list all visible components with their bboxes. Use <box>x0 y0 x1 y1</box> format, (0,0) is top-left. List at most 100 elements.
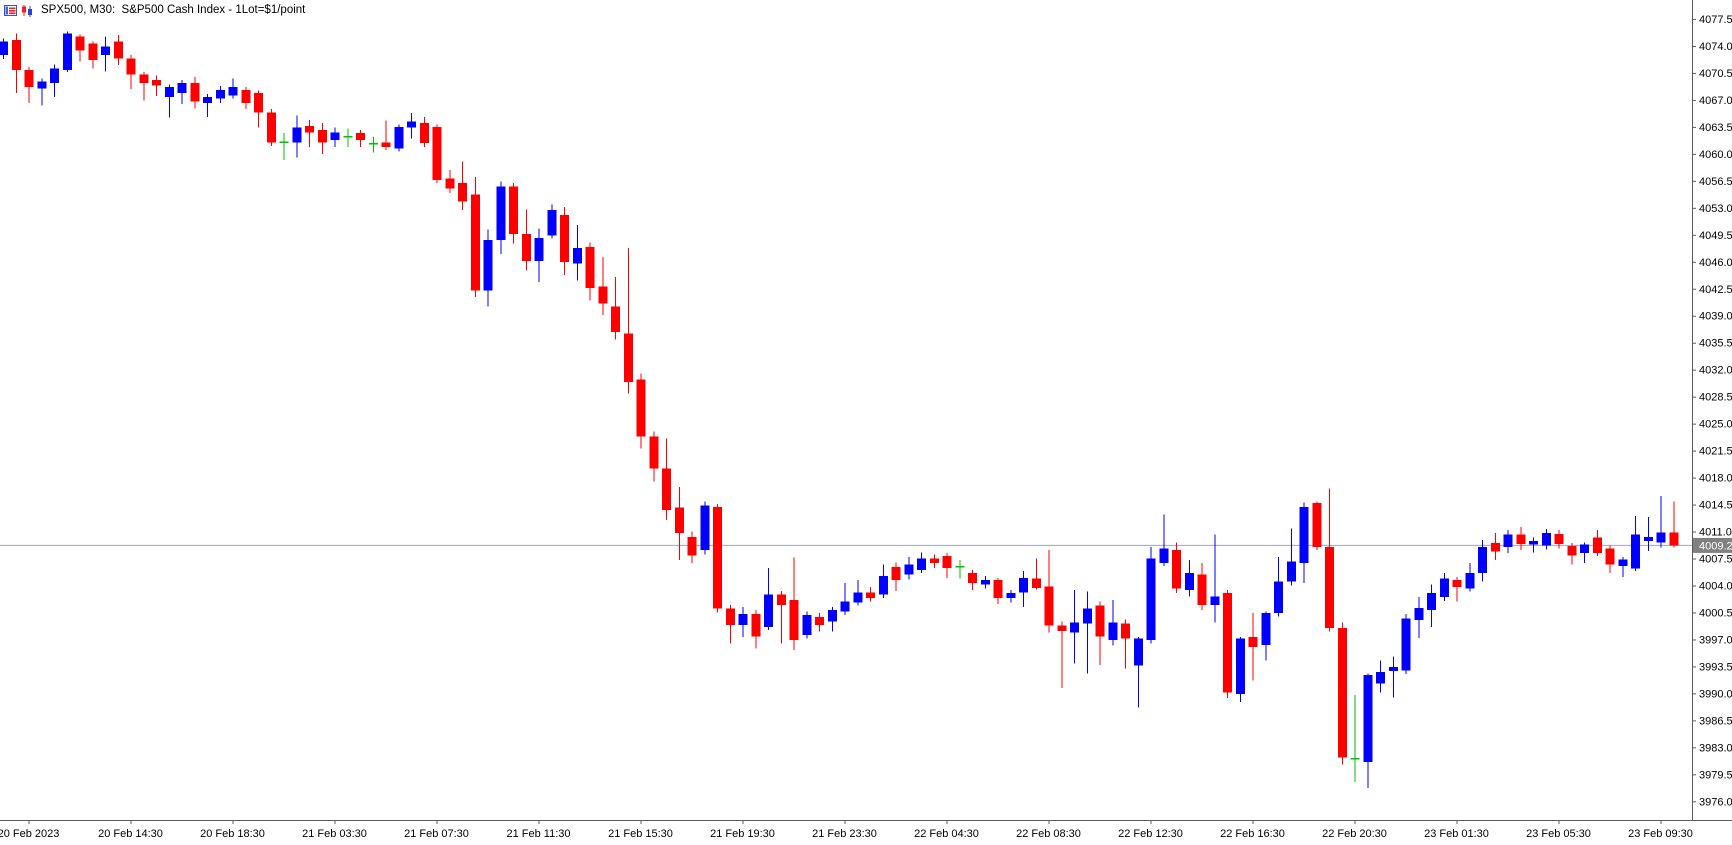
candle <box>1261 611 1271 661</box>
candle <box>1146 546 1156 644</box>
price-axis[interactable]: 4077.5 4074.0 4070.5 4067.0 4063.5 4060.0 4056… <box>1692 14 1732 808</box>
time-tick-label: 22 Feb 12:30 <box>1118 828 1183 840</box>
price-tick-label: 4053.0 <box>1699 203 1732 215</box>
candle <box>1248 613 1258 681</box>
price-tick-label: 4000.5 <box>1699 607 1732 619</box>
candle <box>62 31 72 73</box>
candle <box>317 123 327 154</box>
candle <box>1388 656 1398 698</box>
candle <box>917 552 926 574</box>
candle <box>432 124 442 184</box>
candle <box>534 228 544 282</box>
candle <box>955 560 965 579</box>
candle <box>840 583 850 615</box>
candle <box>1108 600 1118 646</box>
price-tick-label: 4028.5 <box>1699 392 1732 404</box>
candle <box>305 119 314 147</box>
price-tick-label: 4011.0 <box>1699 527 1732 539</box>
candle <box>11 33 21 93</box>
candle <box>1465 563 1475 592</box>
price-tick-label: 4032.0 <box>1699 365 1732 377</box>
candle <box>1643 516 1653 551</box>
chart-header: SPX500, M30: S&P500 Cash Index - 1Lot=$1… <box>4 3 305 18</box>
candle <box>802 611 812 639</box>
price-tick-label: 3986.5 <box>1699 715 1732 727</box>
candle <box>190 76 200 109</box>
price-tick-label: 3979.5 <box>1699 769 1732 781</box>
price-tick-label: 4007.5 <box>1699 554 1732 566</box>
candle <box>1197 563 1207 611</box>
time-axis[interactable]: 20 Feb 2023 20 Feb 14:30 20 Feb 18:30 21 Fe… <box>0 820 1693 840</box>
candle <box>470 177 480 298</box>
candle <box>611 277 620 340</box>
candle <box>1223 590 1232 699</box>
price-tick-label: 4025.0 <box>1699 419 1732 431</box>
quotes-list-icon[interactable] <box>4 4 17 17</box>
candle <box>636 373 646 449</box>
candle <box>343 128 353 147</box>
candle <box>152 75 161 97</box>
candle <box>483 229 493 307</box>
candle <box>1439 573 1449 601</box>
candle <box>1044 550 1054 633</box>
candle <box>1325 488 1334 632</box>
candle <box>1133 637 1143 708</box>
candle <box>419 116 429 147</box>
time-tick-label: 21 Feb 11:30 <box>506 828 570 840</box>
candle <box>1299 502 1309 584</box>
candle <box>1592 529 1602 557</box>
candle <box>381 120 391 151</box>
candle <box>1605 545 1615 574</box>
candle <box>968 570 977 591</box>
time-tick-label: 21 Feb 15:30 <box>608 828 673 840</box>
time-tick-label: 22 Feb 08:30 <box>1016 828 1081 840</box>
time-tick-label: 21 Feb 23:30 <box>812 828 877 840</box>
price-tick-label: 4070.5 <box>1699 68 1732 80</box>
last-price-badge: 4009.2 <box>1693 537 1732 553</box>
candle <box>1210 534 1220 623</box>
candle <box>1478 540 1487 582</box>
candle <box>598 257 608 315</box>
candle <box>407 113 416 139</box>
candle <box>126 55 136 90</box>
price-tick-label: 4063.5 <box>1699 122 1732 134</box>
price-tick-label: 4021.5 <box>1699 446 1732 458</box>
time-tick-label: 20 Feb 2023 <box>0 828 59 840</box>
candle <box>1286 528 1296 586</box>
chart-title: SPX500, M30: S&P500 Cash Index - 1Lot=$1… <box>41 4 306 16</box>
candle <box>904 556 914 580</box>
candle <box>139 72 149 101</box>
candle <box>1337 622 1347 765</box>
price-tick-label: 4077.5 <box>1699 14 1732 26</box>
candle <box>88 41 98 69</box>
candle <box>738 607 748 638</box>
candle <box>993 577 1003 604</box>
candle <box>24 66 34 104</box>
price-tick-label: 4049.5 <box>1699 230 1732 242</box>
candle <box>1363 673 1373 789</box>
candle <box>853 580 863 606</box>
candle <box>1235 637 1245 702</box>
candle <box>1070 590 1079 664</box>
candle <box>866 587 875 602</box>
price-tick-label: 3976.0 <box>1699 796 1732 808</box>
candle <box>700 501 710 555</box>
candle <box>1618 556 1628 578</box>
candle <box>1350 694 1360 783</box>
time-tick-label: 22 Feb 16:30 <box>1220 828 1285 840</box>
candle <box>751 610 761 649</box>
candle <box>458 161 467 211</box>
candle <box>585 242 595 301</box>
time-tick-label: 20 Feb 18:30 <box>200 828 265 840</box>
candle <box>254 90 263 128</box>
candle <box>1401 614 1411 675</box>
candle <box>1427 584 1436 628</box>
candle <box>1529 537 1538 553</box>
candlestick-chart-icon[interactable] <box>21 4 34 17</box>
time-tick-label: 22 Feb 20:30 <box>1322 828 1387 840</box>
candle <box>356 129 365 147</box>
candle <box>1376 660 1385 693</box>
candle <box>1516 526 1526 551</box>
candle <box>0 38 8 60</box>
